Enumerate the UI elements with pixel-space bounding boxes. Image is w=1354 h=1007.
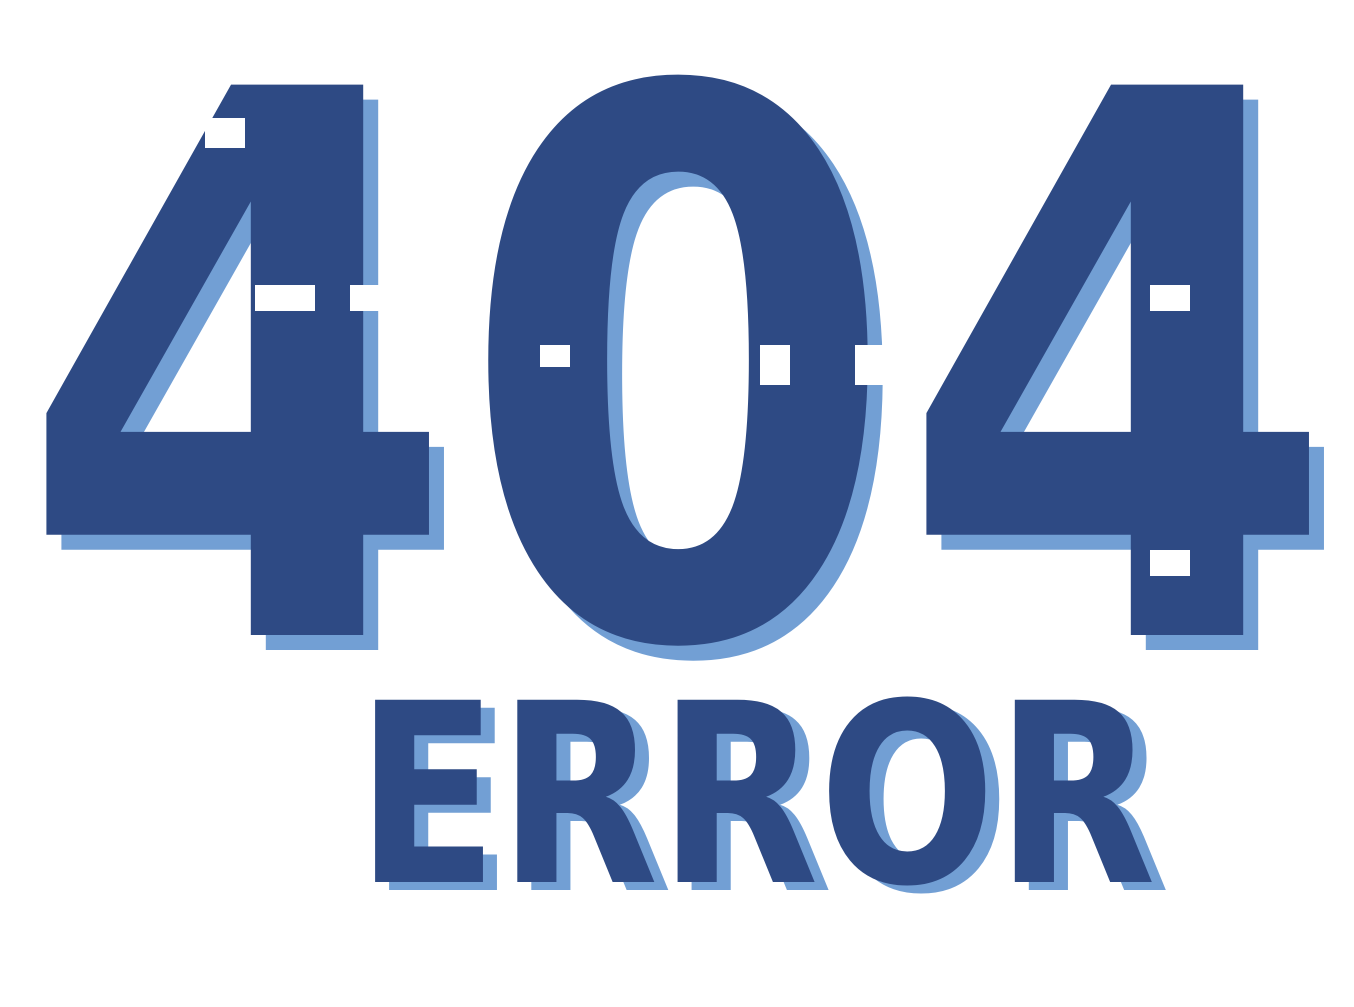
error-code-shadow: 404 bbox=[33, 0, 1353, 829]
error-word-shadow: ERROR bbox=[370, 658, 1170, 949]
glitch-slices bbox=[205, 118, 1190, 576]
error-word: ERROR bbox=[356, 650, 1156, 941]
